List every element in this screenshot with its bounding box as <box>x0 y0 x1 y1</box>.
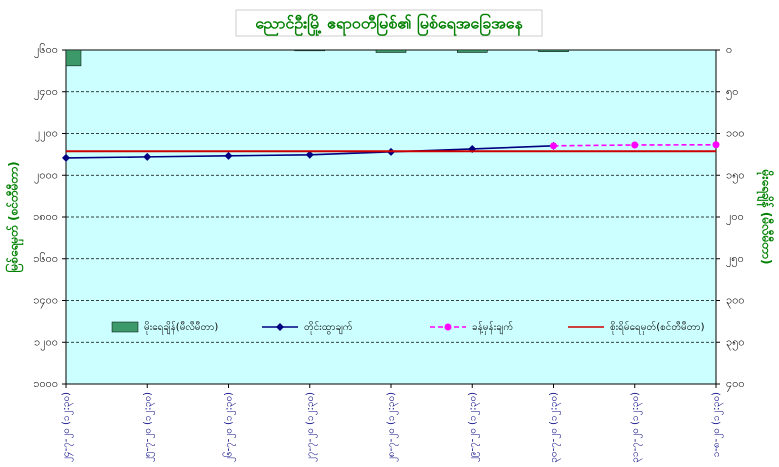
x-tick-label: ၂၄-၇-၂၀ (၁၂:၃၀) <box>61 392 74 462</box>
rain-bar <box>65 49 82 67</box>
y2-tick-label: ၁၀၀ <box>726 127 745 140</box>
x-tick-label: ၃၁-၇-၂၀ (၁၂:၃၀) <box>630 392 643 463</box>
forecast-point <box>631 141 639 149</box>
y2-axis-title: မိုးရေချိန် (မီလီမီတာ) <box>756 169 776 265</box>
measured-point <box>305 150 314 159</box>
title-box <box>235 9 543 37</box>
legend-label: မိုးရေချိန်(မီလီမီတာ) <box>144 320 218 335</box>
y-tick-label: ၂၄၀၀ <box>34 85 58 100</box>
x-tick-label: ၂၅-၇-၂၀ (၁၂:၃၀) <box>142 392 155 462</box>
legend-label: တိုင်းထွာချက် <box>304 320 353 335</box>
x-tick-label: ၂၆-၇-၂၀ (၁၂:၃၀) <box>222 392 237 462</box>
y2-tick-label: ၅၀ <box>726 85 738 100</box>
legend-box <box>100 316 665 338</box>
y-tick-label: ၂၀၀၀ <box>34 168 58 183</box>
forecast-point <box>712 141 720 149</box>
legend-marker <box>276 323 284 331</box>
y-tick-label: ၁၀၀၀ <box>33 377 58 390</box>
rain-bar <box>538 49 569 52</box>
rain-bar <box>375 49 407 53</box>
y-tick-label: ၁၈၀၀ <box>33 210 58 223</box>
x-tick-label: ၁-၈-၂၀ (၁၂:၃၀) <box>711 392 724 457</box>
forecast-point <box>550 142 557 150</box>
rain-bar <box>294 49 325 52</box>
legend-label: စိုးရိမ်ရေမှတ်(စင်တီမီတာ) <box>610 320 705 335</box>
y2-tick-label: ၃၅၀ <box>726 335 745 350</box>
x-tick-label: ၂၇-၇-၂၀ (၁၂:၃၀) <box>305 392 318 462</box>
measured-point <box>143 152 152 161</box>
y-tick-label: ၁၆၀၀ <box>33 252 58 265</box>
y2-tick-label: ၂၀၀ <box>726 210 744 225</box>
y2-tick-label: ၂၅၀ <box>726 252 744 267</box>
y-tick-label: ၁၂၀၀ <box>34 335 58 350</box>
legend-swatch <box>111 321 139 333</box>
y-axis-title: မြစ်ရေမှတ် (စင်တီမီတာ) <box>4 161 25 272</box>
legend-label: ခန့်မှန်းချက် <box>472 320 513 335</box>
x-tick-label: ၂၉-၇-၂၀ (၁၂:၃၀) <box>467 392 480 462</box>
y-tick-label: ၁၄၀၀ <box>33 294 58 309</box>
measured-point <box>224 151 233 160</box>
rain-bar <box>457 49 488 53</box>
y2-tick-label: ၃၀၀ <box>726 294 745 309</box>
measured-point <box>62 153 70 162</box>
y2-tick-label: ၄၀၀ <box>726 377 745 392</box>
y-tick-label: ၂၆၀၀ <box>34 43 58 58</box>
x-tick-label: ၃၀-၇-၂၀ (၁၂:၃၀) <box>549 392 562 463</box>
y2-tick-label: ၀ <box>726 43 732 56</box>
y-tick-label: ၂၂၀၀ <box>35 127 58 142</box>
legend-marker <box>444 323 452 331</box>
y2-tick-label: ၁၅၀ <box>726 168 745 183</box>
x-tick-label: ၂၈-၇-၂၀ (၁၂:၃၀) <box>386 392 399 462</box>
